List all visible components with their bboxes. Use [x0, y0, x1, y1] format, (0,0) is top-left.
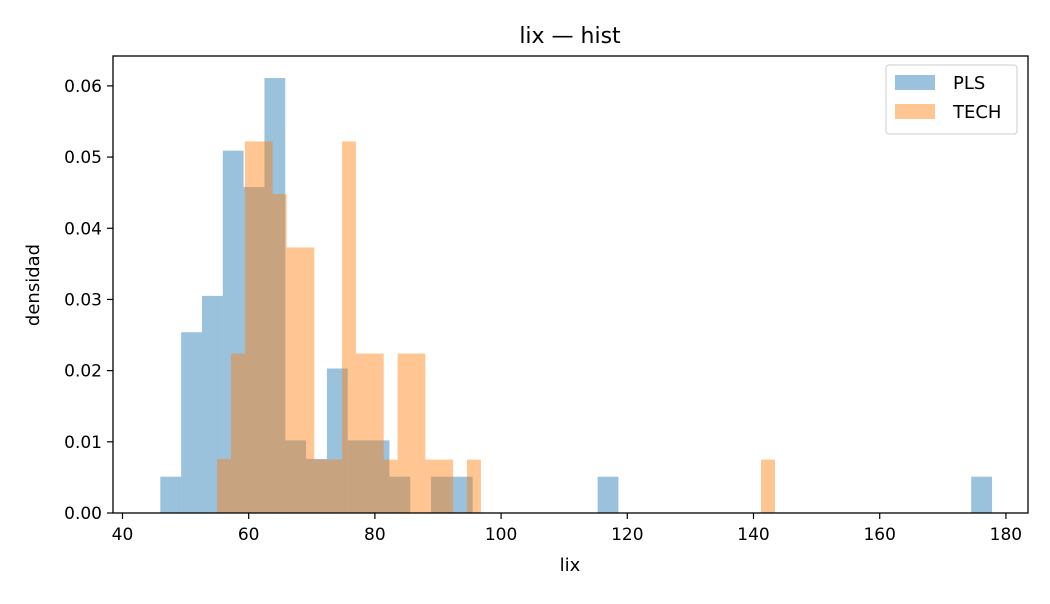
axes-layer: 40 60 80 100 120 140 160 180 0.00 0.01 0.02 0.03 0.0…	[64, 55, 1029, 545]
x-tick-label: 80	[364, 525, 386, 545]
bar-tech-0	[217, 458, 231, 513]
y-tick-label: 0.06	[64, 77, 102, 97]
bar-pls-7	[306, 458, 327, 513]
legend-box	[885, 64, 1018, 135]
y-tick-label: 0.03	[64, 290, 102, 310]
legend-swatch-pls	[895, 75, 935, 90]
bar-tech-13	[467, 459, 481, 513]
bar-tech-8	[355, 353, 384, 513]
bar-pls-4	[243, 186, 265, 514]
bar-pls-0	[160, 476, 182, 513]
bar-pls-12	[431, 476, 452, 513]
bar-pls-8	[326, 368, 348, 513]
bar-pls-1	[181, 332, 202, 513]
bar-tech-9	[383, 459, 398, 513]
bar-tech-3	[272, 194, 287, 513]
y-axis-label: densidad	[23, 244, 44, 326]
bar-tech-6	[328, 459, 343, 513]
x-tick-label: 40	[112, 525, 134, 545]
x-tick-label: 60	[238, 525, 260, 545]
x-tick-label: 140	[737, 525, 769, 545]
bar-tech-2	[244, 141, 273, 514]
bar-pls-6	[285, 440, 307, 513]
chart-title: lix — hist	[519, 24, 621, 49]
bar-tech-10	[397, 353, 412, 513]
series-pls	[160, 78, 993, 514]
bar-tech-7	[342, 141, 356, 514]
bar-pls-13	[451, 476, 473, 513]
x-tick-label: 180	[990, 525, 1022, 545]
bar-pls-15	[971, 476, 993, 513]
legend-swatch-tech	[895, 104, 935, 119]
bar-pls-3	[222, 150, 244, 514]
bar-tech-4	[286, 247, 315, 514]
y-tick-label: 0.00	[64, 504, 102, 524]
y-tick-label: 0.01	[64, 433, 102, 453]
bar-tech-1	[231, 353, 245, 513]
bar-pls-10	[368, 440, 390, 513]
x-axis-label: lix	[560, 555, 581, 576]
bars-layer	[160, 78, 993, 514]
legend: PLS TECH	[885, 64, 1018, 135]
y-tick-label: 0.04	[64, 219, 102, 239]
y-tick-label: 0.05	[64, 148, 102, 168]
bar-pls-5	[264, 78, 286, 513]
bar-tech-5	[314, 459, 329, 513]
series-tech	[217, 141, 775, 514]
x-tick-label: 120	[611, 525, 643, 545]
legend-label-tech: TECH	[952, 102, 1001, 123]
x-tick-label: 100	[485, 525, 517, 545]
legend-label-pls: PLS	[953, 73, 985, 94]
bar-tech-14	[761, 459, 775, 513]
bar-pls-14	[597, 476, 619, 513]
bar-pls-2	[201, 295, 223, 513]
bar-pls-11	[389, 476, 411, 513]
y-tick-label: 0.02	[64, 362, 102, 382]
bar-tech-12	[425, 459, 454, 513]
bar-tech-11	[411, 353, 426, 513]
plot-frame	[112, 55, 1029, 514]
bar-pls-9	[347, 440, 369, 513]
x-tick-label: 160	[863, 525, 895, 545]
